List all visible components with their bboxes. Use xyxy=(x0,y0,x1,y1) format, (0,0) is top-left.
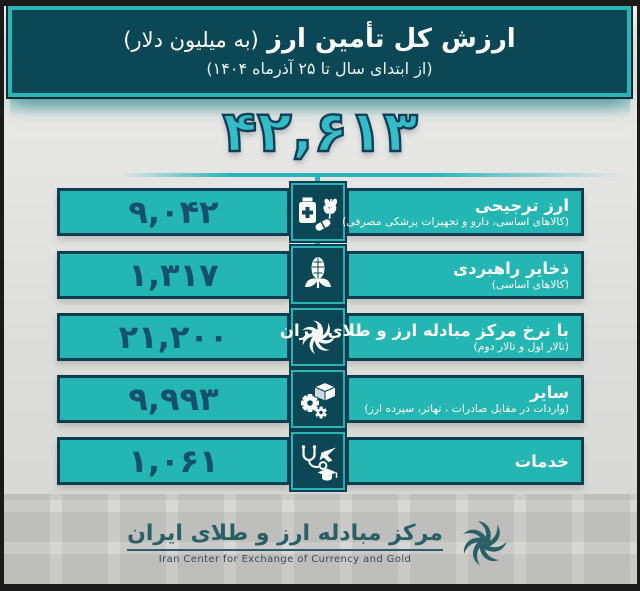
icon-box xyxy=(291,370,345,428)
label-box: ذخایر راهبردی (کالاهای اساسی) xyxy=(346,251,584,299)
industry-icon xyxy=(301,381,337,419)
row-subtitle: (کالاهای اساسی، دارو و تجهیزات پزشکی مصر… xyxy=(342,214,569,228)
data-row: ۹,۹۹۳ xyxy=(0,370,640,428)
frame-right xyxy=(637,0,640,591)
row-value: ۹,۹۹۳ xyxy=(128,380,219,418)
footer-divider xyxy=(127,549,443,551)
header-banner: ارزش کل تأمین ارز (به میلیون دلار) (از ا… xyxy=(8,6,631,97)
row-title: خدمات xyxy=(514,451,569,471)
row-title: ارز ترجیحی xyxy=(474,195,569,215)
org-name-farsi: مرکز مبادله ارز و طلای ایران xyxy=(127,521,443,547)
page-title: ارزش کل تأمین ارز (به میلیون دلار) xyxy=(123,22,515,57)
corn-icon xyxy=(305,257,331,288)
value-box: ۱,۰۶۱ xyxy=(57,437,290,485)
exchange-spiral-icon xyxy=(302,320,336,354)
row-title: ذخایر راهبردی xyxy=(453,258,569,278)
medicine-icon xyxy=(299,197,338,231)
data-row: ۲۱,۲۰۰ با نرخ مرکز مبادله ارز و طلای ایر… xyxy=(0,308,640,366)
value-box: ۹,۰۴۲ xyxy=(57,188,290,236)
row-title: با نرخ مرکز مبادله ارز و طلای ایران xyxy=(279,320,569,340)
data-row: ۱,۰۶۱ خدمات xyxy=(0,432,640,490)
label-box: با نرخ مرکز مبادله ارز و طلای ایران (تال… xyxy=(279,313,584,361)
page-subtitle: (از ابتدای سال تا ۲۵ آذرماه ۱۴۰۴) xyxy=(206,59,433,78)
row-value: ۲۱,۲۰۰ xyxy=(118,318,229,356)
icon-box xyxy=(291,246,345,304)
row-value: ۹,۰۴۲ xyxy=(128,193,219,231)
frame-bottom xyxy=(0,584,640,591)
header-shadow xyxy=(10,97,630,117)
row-subtitle: (تالار اول و تالار دوم) xyxy=(473,339,569,353)
data-row: ۱,۳۱۷ ذخایر راهبردی (کالاهای اساسی) xyxy=(0,246,640,304)
title-main: ارزش کل تأمین ارز xyxy=(267,24,516,54)
value-box: ۲۱,۲۰۰ xyxy=(57,313,290,361)
exchange-center-logo xyxy=(462,521,507,566)
frame-top xyxy=(0,0,640,6)
total-value: ۴۲,۶۱۳ xyxy=(221,98,418,166)
icon-box xyxy=(291,183,345,241)
services-icon xyxy=(301,445,338,481)
footer-text: مرکز مبادله ارز و طلای ایران Iran Center… xyxy=(127,521,443,565)
background-tile-pattern xyxy=(4,494,637,584)
label-box: ارز ترجیحی (کالاهای اساسی، دارو و تجهیزا… xyxy=(342,188,584,236)
label-box: خدمات xyxy=(346,437,584,485)
row-value: ۱,۰۶۱ xyxy=(128,442,219,480)
icon-box xyxy=(291,308,345,366)
row-subtitle: (واردات در مقابل صادرات ، تهاتر، سپرده ا… xyxy=(364,401,569,415)
row-title: سایر xyxy=(530,382,569,402)
footer-logo-block: مرکز مبادله ارز و طلای ایران Iran Center… xyxy=(0,514,640,572)
row-subtitle: (کالاهای اساسی) xyxy=(491,277,569,291)
icon-box xyxy=(291,432,345,490)
row-value: ۱,۳۱۷ xyxy=(128,256,219,294)
label-box: سایر (واردات در مقابل صادرات ، تهاتر، سپ… xyxy=(346,375,584,423)
value-box: ۱,۳۱۷ xyxy=(57,251,290,299)
org-name-english: Iran Center for Exchange of Currency and… xyxy=(158,553,412,565)
frame-left xyxy=(0,0,4,591)
title-unit: (به میلیون دلار) xyxy=(123,28,259,52)
connector-horizontal-line xyxy=(120,173,620,177)
value-box: ۹,۹۹۳ xyxy=(57,375,290,423)
data-row: ۹,۰۴۲ ارز ت xyxy=(0,183,640,241)
